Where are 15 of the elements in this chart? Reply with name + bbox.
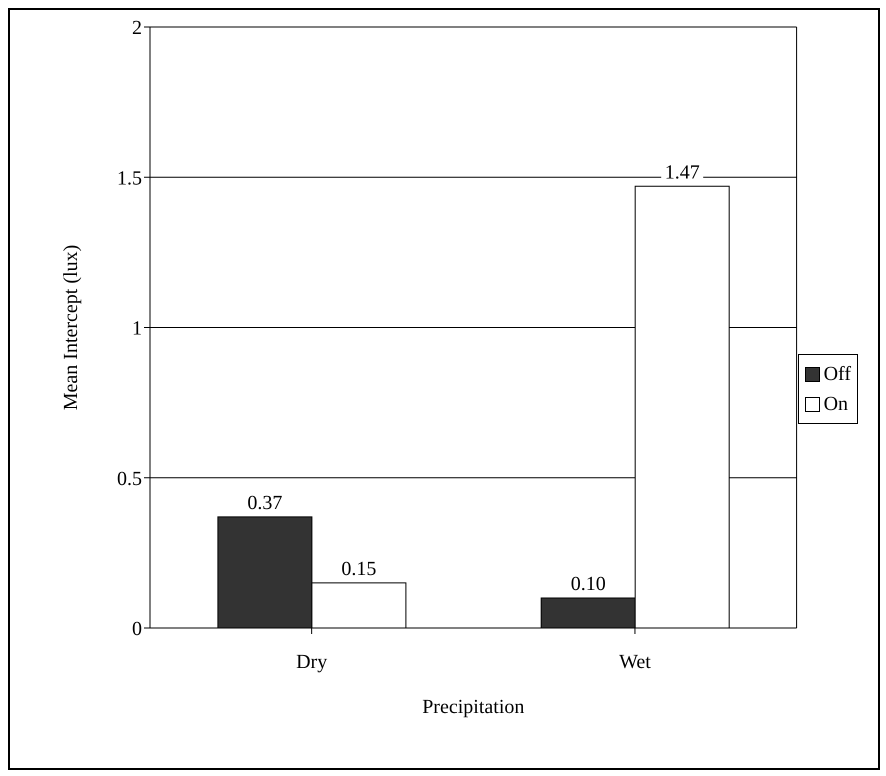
x-axis-title: Precipitation bbox=[422, 696, 524, 718]
data-label: 0.15 bbox=[341, 558, 376, 580]
legend-label: On bbox=[824, 392, 848, 417]
data-label: 0.10 bbox=[570, 572, 606, 595]
y-axis-title: Mean Intercept (lux) bbox=[60, 244, 82, 410]
y-tick-label: 1.5 bbox=[117, 167, 142, 190]
x-tick-label: Dry bbox=[296, 651, 328, 674]
x-tick-label: Wet bbox=[619, 651, 652, 674]
y-tick-label: 0 bbox=[132, 618, 142, 640]
y-tick-label: 0.5 bbox=[117, 468, 142, 490]
data-label: 0.37 bbox=[247, 492, 282, 514]
data-label: 1.47 bbox=[664, 161, 700, 184]
y-tick-label: 1 bbox=[132, 318, 142, 340]
y-tick-label: 2 bbox=[132, 17, 142, 40]
legend-label: Off bbox=[824, 362, 851, 387]
